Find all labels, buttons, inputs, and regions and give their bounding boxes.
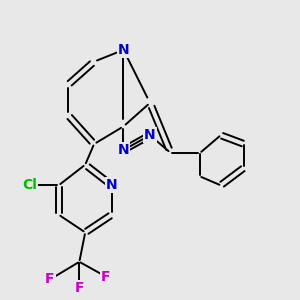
Text: N: N [118, 143, 129, 157]
Text: N: N [106, 178, 118, 192]
Text: F: F [101, 269, 111, 284]
Text: N: N [144, 128, 156, 142]
Text: F: F [75, 281, 84, 295]
Text: Cl: Cl [22, 178, 37, 192]
Text: F: F [45, 272, 55, 286]
Text: N: N [118, 43, 129, 57]
